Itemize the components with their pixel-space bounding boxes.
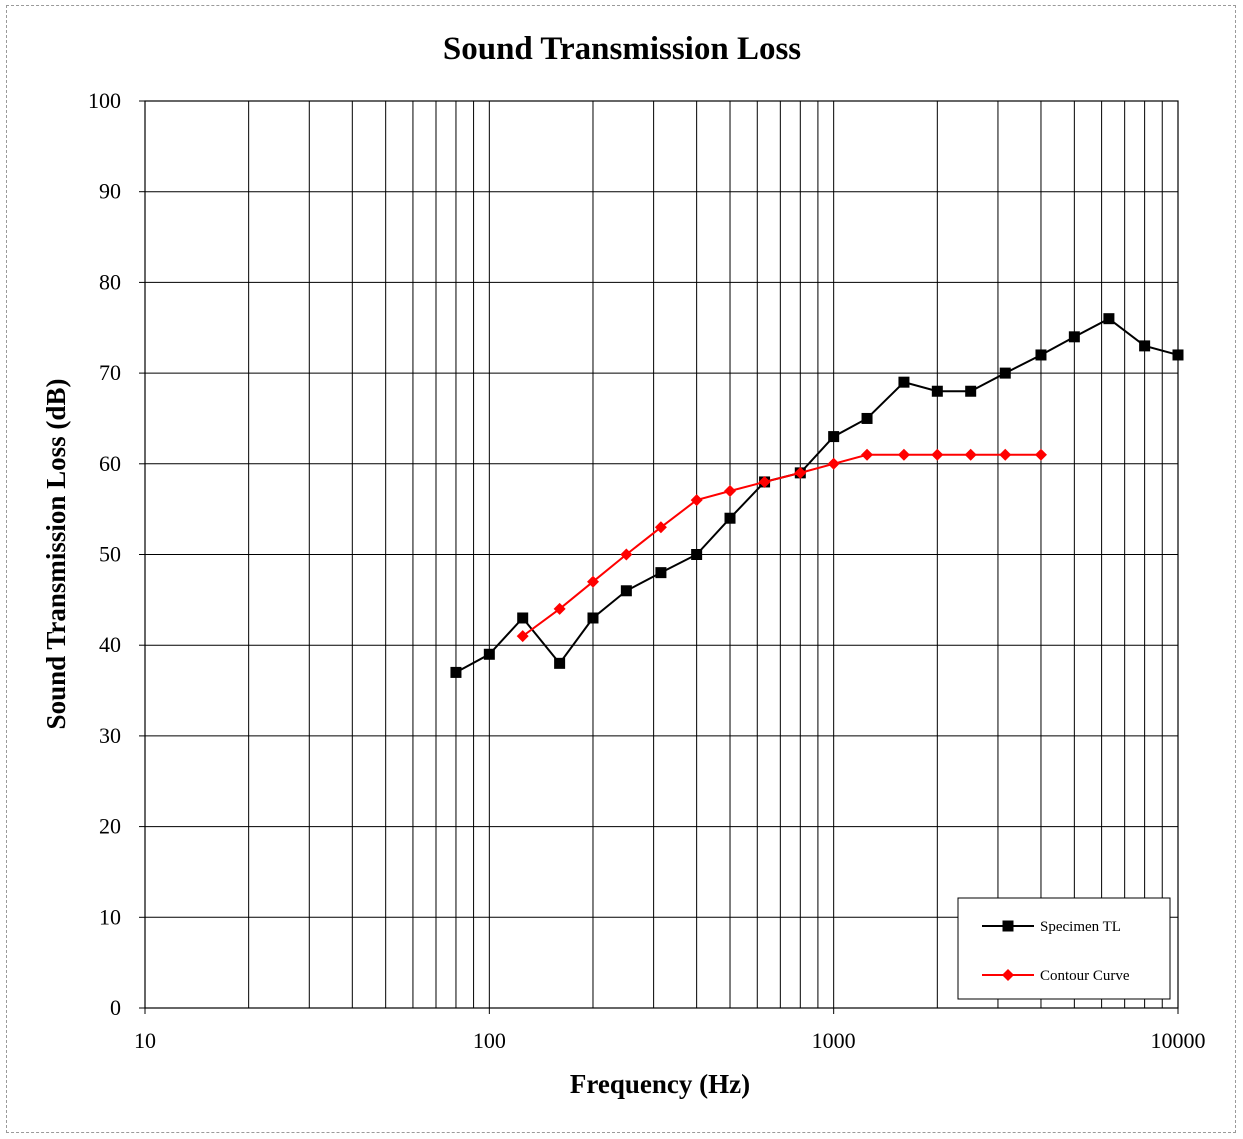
chart-title: Sound Transmission Loss [443,31,801,67]
data-point-contour-curve [827,457,840,470]
series-contour-curve [516,448,1047,643]
data-point-contour-curve [620,548,633,561]
y-tick-label: 30 [99,723,121,748]
legend-label-contour-curve: Contour Curve [1040,968,1130,984]
data-point-specimen-tl [898,376,910,388]
data-point-contour-curve [553,602,566,615]
data-point-specimen-tl [931,385,943,397]
data-point-specimen-tl [1139,340,1151,352]
data-point-contour-curve [724,485,737,498]
data-point-contour-curve [690,494,703,507]
y-tick-label: 60 [99,451,121,476]
data-point-contour-curve [516,630,529,643]
data-point-contour-curve [794,466,807,479]
y-tick-label: 50 [99,542,121,567]
legend-box [957,897,1171,1000]
x-axis-title: Frequency (Hz) [570,1069,750,1099]
data-point-specimen-tl [587,612,599,624]
data-point-contour-curve [897,448,910,461]
grid [145,101,1178,1008]
data-point-specimen-tl [1068,331,1080,343]
data-point-specimen-tl [483,648,495,660]
data-point-contour-curve [931,448,944,461]
y-tick-label: 90 [99,179,121,204]
data-point-specimen-tl [655,567,667,579]
data-point-specimen-tl [861,412,873,424]
data-point-contour-curve [586,575,599,588]
data-point-specimen-tl [450,666,462,678]
legend-marker-contour-curve [1002,969,1014,981]
chart-frame [6,5,1236,1133]
data-point-contour-curve [654,521,667,534]
legend-label-specimen-tl: Specimen TL [1040,919,1121,935]
data-point-specimen-tl [517,612,529,624]
y-axis-title: Sound Transmission Loss (dB) [41,379,71,730]
data-point-specimen-tl [965,385,977,397]
series-layer [450,313,1184,678]
x-axis-ticks: 10 100 1000 10000 [134,1008,1206,1053]
data-point-specimen-tl [1103,313,1115,325]
data-point-specimen-tl [620,585,632,597]
y-axis-ticks: 0 10 20 30 40 50 60 70 80 90 100 [88,88,145,1020]
y-tick-label: 70 [99,360,121,385]
x-tick-label: 10 [134,1028,156,1053]
series-line-specimen-tl [455,317,1179,674]
data-point-contour-curve [1034,448,1047,461]
y-tick-label: 80 [99,269,121,294]
y-tick-label: 40 [99,632,121,657]
x-tick-label: 10000 [1151,1028,1206,1053]
y-tick-label: 0 [110,995,121,1020]
data-point-specimen-tl [999,367,1011,379]
y-tick-label: 100 [88,88,121,113]
data-point-contour-curve [758,475,771,488]
series-specimen-tl [450,313,1184,678]
legend-marker-specimen-tl [1002,920,1014,932]
y-tick-label: 20 [99,814,121,839]
x-tick-label: 1000 [812,1028,856,1053]
data-point-specimen-tl [724,512,736,524]
data-point-specimen-tl [828,431,840,443]
data-point-specimen-tl [691,549,703,560]
y-tick-label: 10 [99,904,121,929]
data-point-contour-curve [999,448,1012,461]
data-point-contour-curve [964,448,977,461]
data-point-specimen-tl [1035,349,1047,361]
data-point-specimen-tl [554,657,566,669]
data-point-specimen-tl [1172,349,1184,361]
data-point-contour-curve [861,448,874,461]
series-line-contour-curve [522,453,1041,637]
legend: Specimen TL Contour Curve [957,897,1171,1000]
x-tick-label: 100 [473,1028,506,1053]
